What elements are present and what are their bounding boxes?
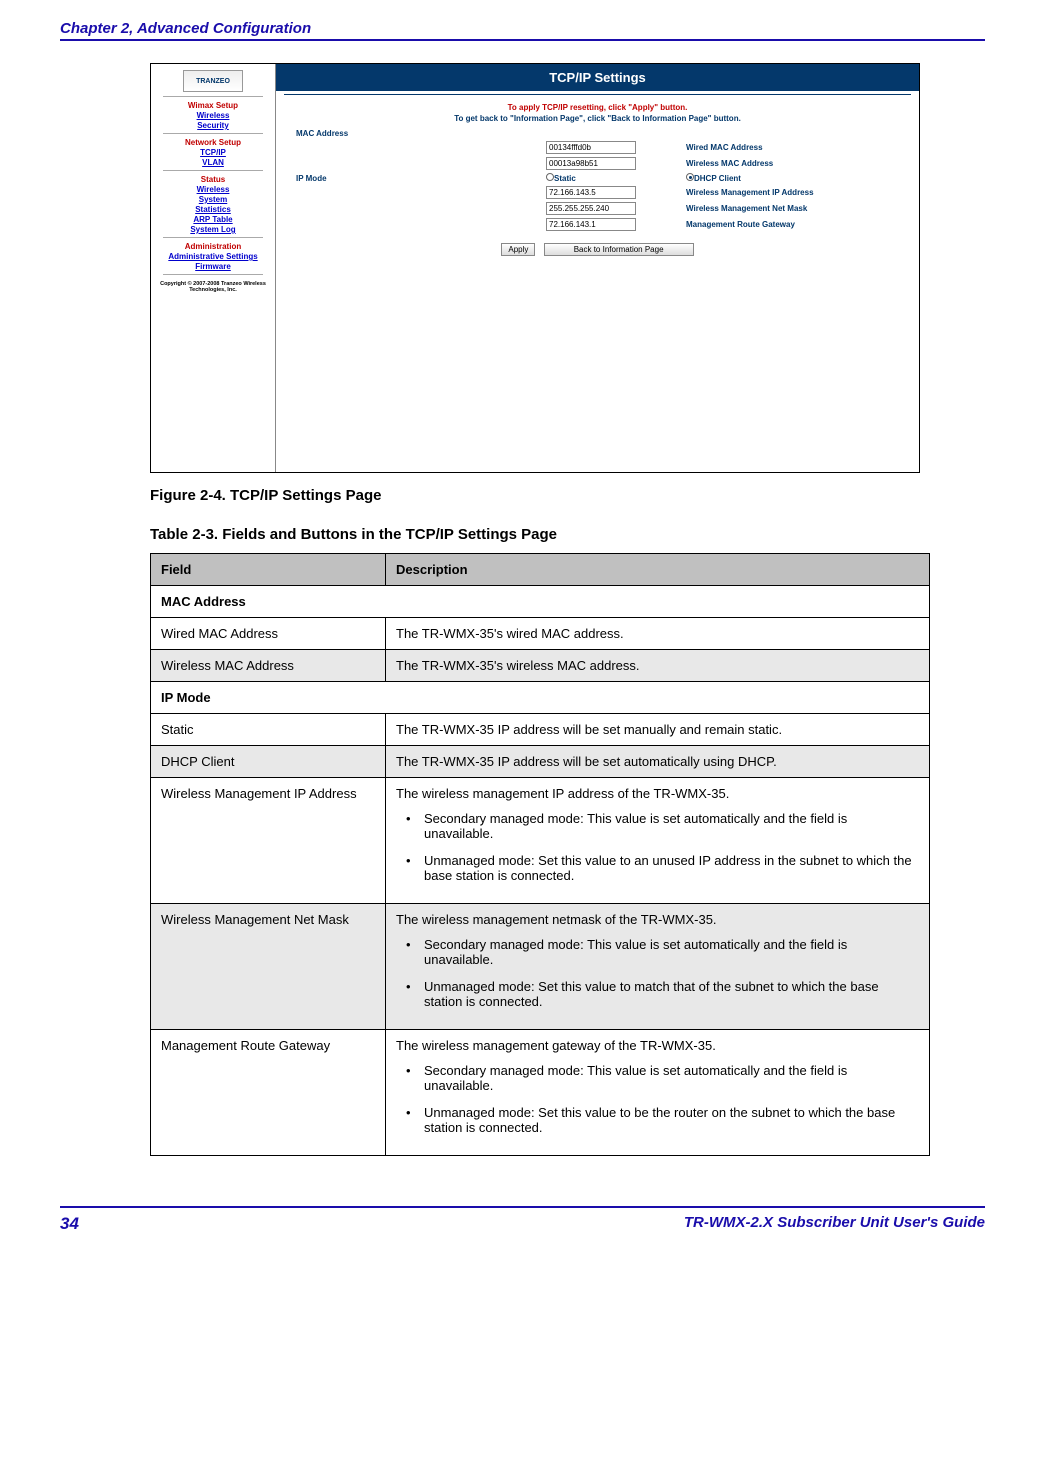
mrg-desc-intro: The wireless management gateway of the T…: [396, 1038, 919, 1053]
sidebar-link-firmware[interactable]: Firmware: [155, 262, 271, 271]
logo-image: TRANZEO: [183, 70, 243, 92]
wmnm-input[interactable]: [546, 202, 636, 215]
cell-mrg-field: Management Route Gateway: [151, 1030, 386, 1156]
sidebar-link-system[interactable]: System: [155, 195, 271, 204]
sidebar-section-status: Status: [155, 175, 271, 184]
cell-wl-mac-desc: The TR-WMX-35's wireless MAC address.: [386, 650, 930, 682]
sidebar-link-vlan[interactable]: VLAN: [155, 158, 271, 167]
mac-address-label: MAC Address: [296, 129, 546, 138]
wmnm-bullet-1: Secondary managed mode: This value is se…: [410, 937, 919, 967]
section-ip: IP Mode: [151, 682, 930, 714]
th-field: Field: [151, 554, 386, 586]
cell-wmnm-field: Wireless Management Net Mask: [151, 904, 386, 1030]
sidebar-link-tcpip[interactable]: TCP/IP: [155, 148, 271, 157]
cell-wmip-desc: The wireless management IP address of th…: [386, 778, 930, 904]
wmnm-label: Wireless Management Net Mask: [686, 204, 899, 213]
cell-wmip-field: Wireless Management IP Address: [151, 778, 386, 904]
screenshot-panel: TRANZEO Wimax Setup Wireless Security Ne…: [150, 63, 920, 473]
th-description: Description: [386, 554, 930, 586]
guide-title: TR-WMX-2.X Subscriber Unit User's Guide: [684, 1214, 985, 1234]
sidebar-link-syslog[interactable]: System Log: [155, 225, 271, 234]
sidebar-copyright: Copyright © 2007-2008 Tranzeo Wireless T…: [155, 281, 271, 293]
apply-hint: To apply TCP/IP resetting, click "Apply"…: [276, 103, 919, 112]
cell-static-field: Static: [151, 714, 386, 746]
page-footer: 34 TR-WMX-2.X Subscriber Unit User's Gui…: [60, 1206, 985, 1234]
dhcp-radio-label: DHCP Client: [694, 174, 741, 183]
cell-wired-mac-field: Wired MAC Address: [151, 618, 386, 650]
static-radio-label: Static: [554, 174, 576, 183]
ip-mode-label: IP Mode: [296, 174, 546, 183]
wmnm-bullet-2: Unmanaged mode: Set this value to match …: [410, 979, 919, 1009]
wireless-mac-input[interactable]: [546, 157, 636, 170]
back-button[interactable]: Back to Information Page: [544, 243, 694, 256]
fields-table: Field Description MAC Address Wired MAC …: [150, 553, 930, 1156]
sidebar-section-wimax: Wimax Setup: [155, 101, 271, 110]
mrg-label: Management Route Gateway: [686, 220, 899, 229]
wireless-mac-label: Wireless MAC Address: [686, 159, 899, 168]
sidebar-link-admin-settings[interactable]: Administrative Settings: [155, 252, 271, 261]
chapter-header: Chapter 2, Advanced Configuration: [60, 20, 985, 41]
wmnm-desc-intro: The wireless management netmask of the T…: [396, 912, 919, 927]
cell-dhcp-field: DHCP Client: [151, 746, 386, 778]
screenshot-sidebar: TRANZEO Wimax Setup Wireless Security Ne…: [151, 64, 276, 472]
sidebar-section-admin: Administration: [155, 242, 271, 251]
sidebar-link-security[interactable]: Security: [155, 121, 271, 130]
dhcp-radio[interactable]: DHCP Client: [686, 174, 741, 183]
section-mac: MAC Address: [151, 586, 930, 618]
cell-static-desc: The TR-WMX-35 IP address will be set man…: [386, 714, 930, 746]
mrg-bullet-2: Unmanaged mode: Set this value to be the…: [410, 1105, 919, 1135]
cell-wl-mac-field: Wireless MAC Address: [151, 650, 386, 682]
wmip-desc-intro: The wireless management IP address of th…: [396, 786, 919, 801]
panel-title: TCP/IP Settings: [276, 64, 919, 91]
page-number: 34: [60, 1214, 79, 1234]
cell-dhcp-desc: The TR-WMX-35 IP address will be set aut…: [386, 746, 930, 778]
wmip-label: Wireless Management IP Address: [686, 188, 899, 197]
back-hint: To get back to "Information Page", click…: [276, 114, 919, 123]
mrg-bullet-1: Secondary managed mode: This value is se…: [410, 1063, 919, 1093]
cell-wired-mac-desc: The TR-WMX-35's wired MAC address.: [386, 618, 930, 650]
sidebar-link-arp[interactable]: ARP Table: [155, 215, 271, 224]
screenshot-main: TCP/IP Settings To apply TCP/IP resettin…: [276, 64, 919, 472]
mrg-input[interactable]: [546, 218, 636, 231]
sidebar-link-status-wireless[interactable]: Wireless: [155, 185, 271, 194]
sidebar-link-statistics[interactable]: Statistics: [155, 205, 271, 214]
wmip-bullet-2: Unmanaged mode: Set this value to an unu…: [410, 853, 919, 883]
cell-wmnm-desc: The wireless management netmask of the T…: [386, 904, 930, 1030]
wired-mac-label: Wired MAC Address: [686, 143, 899, 152]
wmip-bullet-1: Secondary managed mode: This value is se…: [410, 811, 919, 841]
cell-mrg-desc: The wireless management gateway of the T…: [386, 1030, 930, 1156]
sidebar-section-network: Network Setup: [155, 138, 271, 147]
wmip-input[interactable]: [546, 186, 636, 199]
figure-caption: Figure 2-4. TCP/IP Settings Page: [150, 487, 985, 504]
logo: TRANZEO: [155, 70, 271, 92]
apply-button[interactable]: Apply: [501, 243, 535, 256]
sidebar-link-wireless[interactable]: Wireless: [155, 111, 271, 120]
static-radio[interactable]: Static: [546, 174, 576, 183]
table-caption: Table 2-3. Fields and Buttons in the TCP…: [150, 526, 985, 543]
wired-mac-input[interactable]: [546, 141, 636, 154]
